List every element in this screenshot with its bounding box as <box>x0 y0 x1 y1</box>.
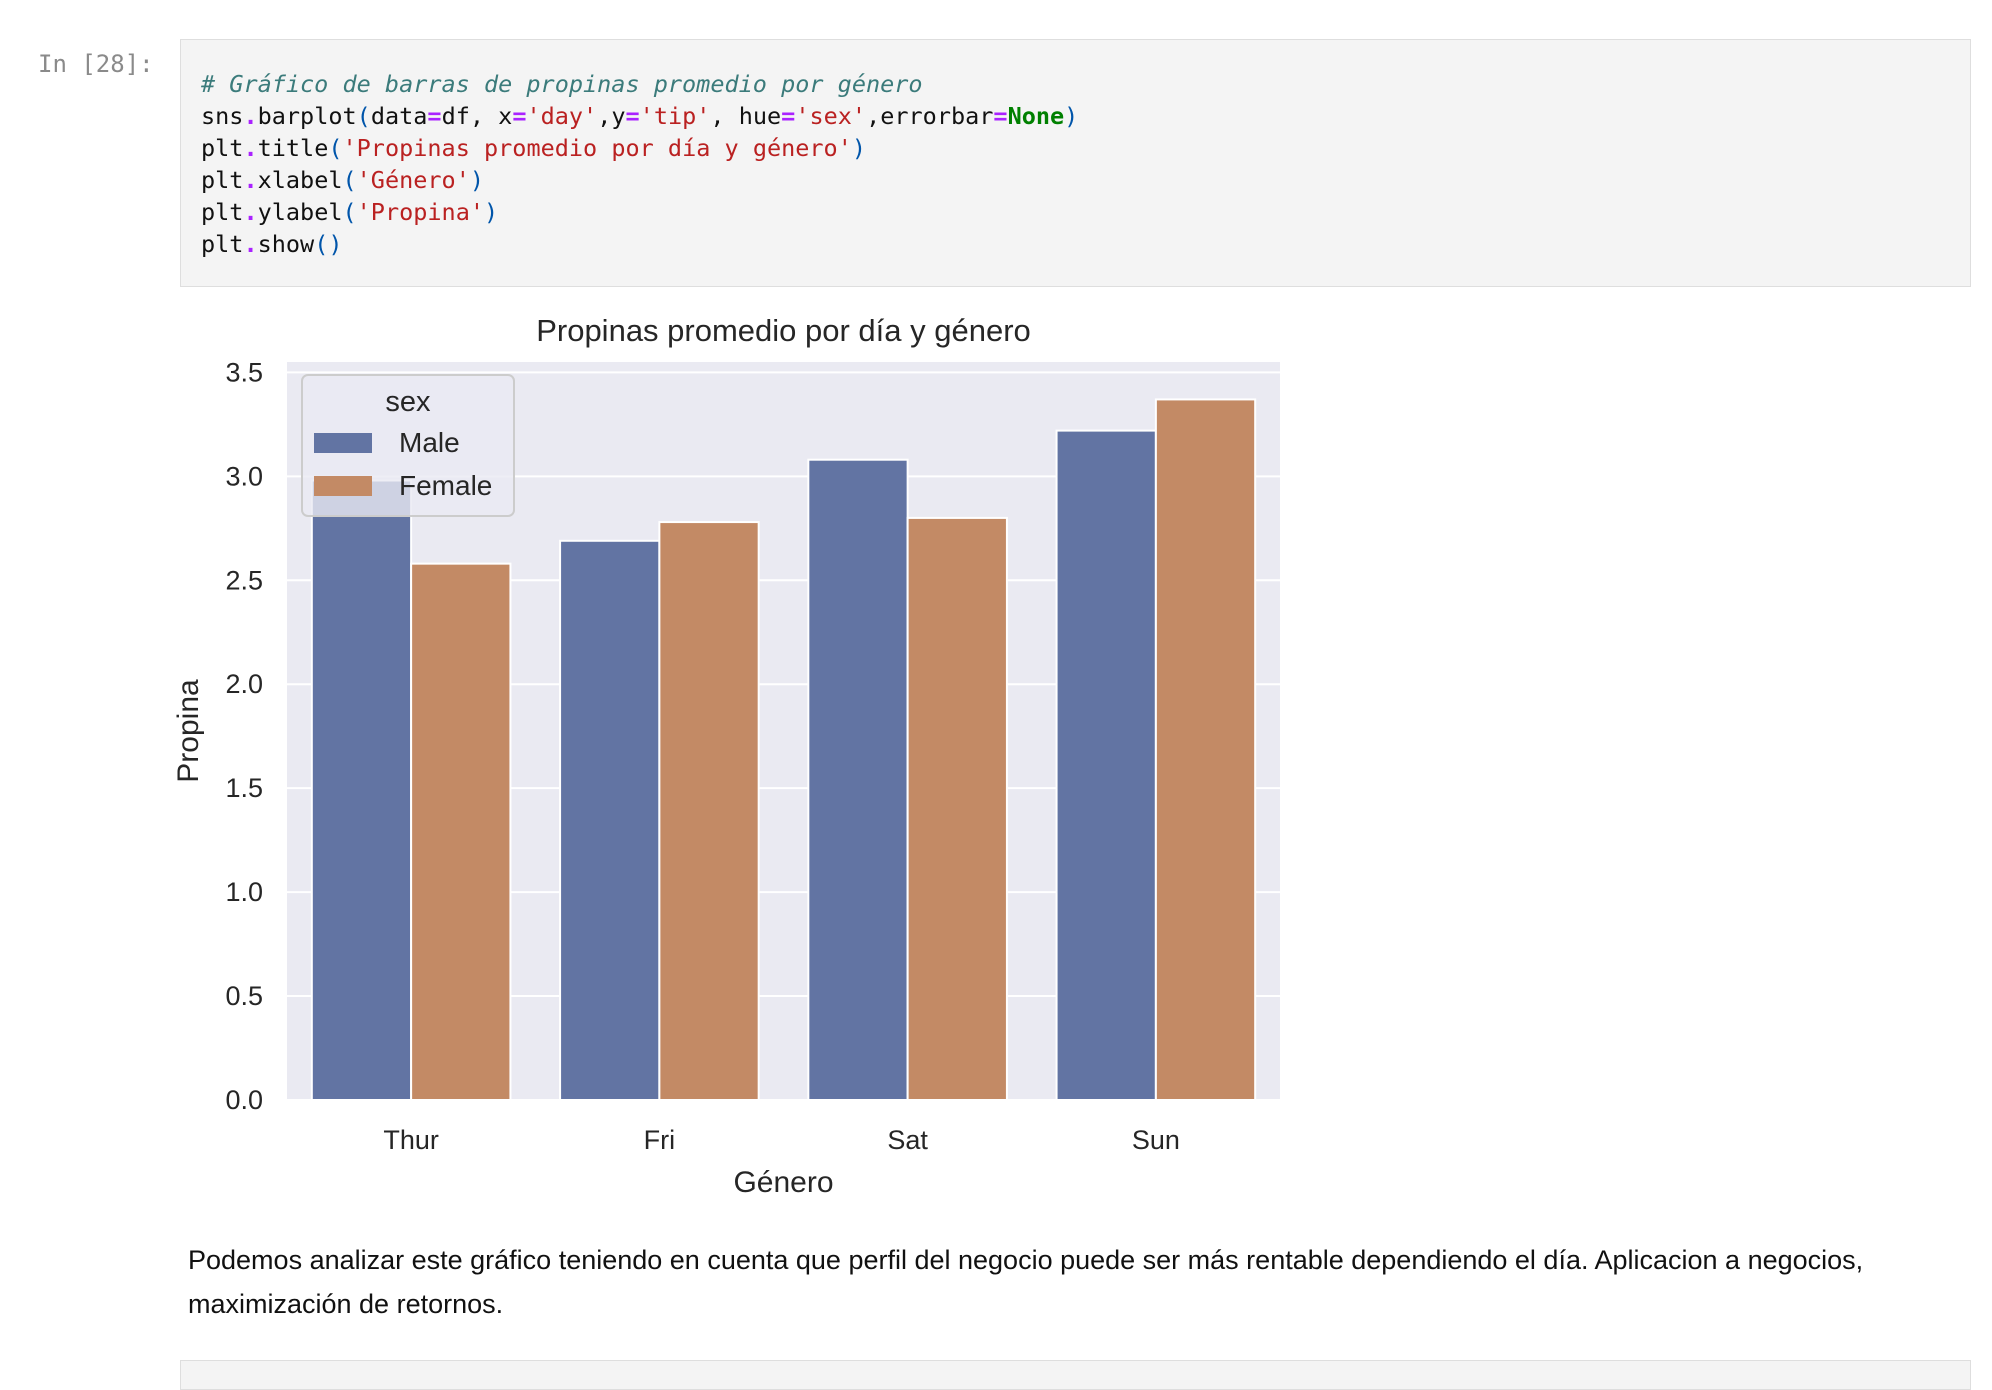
legend-label: Female <box>399 470 492 501</box>
bar <box>310 479 413 1101</box>
y-tick-label: 1.5 <box>225 773 263 803</box>
x-tick-label: Fri <box>644 1125 675 1155</box>
legend-title: sex <box>385 386 431 418</box>
code-line: plt.ylabel('Propina') <box>201 198 499 226</box>
code-line: sns.barplot(data=df, x='day',y='tip', hu… <box>201 102 1079 130</box>
x-tick-label: Sun <box>1132 1125 1180 1155</box>
bar <box>1154 398 1257 1101</box>
x-axis-label: Género <box>733 1166 833 1199</box>
code-line: plt.show() <box>201 230 343 258</box>
bar <box>906 516 1008 1102</box>
bar-chart: 0.0 0.5 1.0 1.5 2.0 2.5 3.0 3.5 Thur Fri Sat Sun Pro… <box>172 313 1280 1199</box>
legend-swatch <box>314 433 372 453</box>
code-editor[interactable]: # Gráfico de barras de propinas promedio… <box>201 68 1078 260</box>
y-tick-label: 0.0 <box>225 1085 263 1115</box>
chart-title: Propinas promedio por día y género <box>536 313 1031 348</box>
bar <box>658 521 760 1101</box>
y-tick-label: 2.0 <box>225 669 263 699</box>
y-tick-label: 0.5 <box>225 981 263 1011</box>
code-line: plt.title('Propinas promedio por día y g… <box>201 134 867 162</box>
y-tick-label: 1.0 <box>225 877 263 907</box>
next-code-cell[interactable] <box>180 1360 1971 1390</box>
x-tick-label: Sat <box>887 1125 928 1155</box>
y-tick-label: 3.0 <box>225 461 263 491</box>
cell-output: 0.0 0.5 1.0 1.5 2.0 2.5 3.0 3.5 Thur Fri Sat Sun Pro… <box>162 300 1312 1224</box>
y-tick-label: 3.5 <box>225 357 263 387</box>
bar <box>410 562 512 1101</box>
y-axis-label: Propina <box>172 679 205 783</box>
code-line: # Gráfico de barras de propinas promedio… <box>201 70 923 98</box>
legend-label: Male <box>399 427 460 458</box>
markdown-cell: Podemos analizar este gráfico teniendo e… <box>188 1245 1864 1319</box>
code-line: plt.xlabel('Género') <box>201 166 484 194</box>
legend-swatch <box>314 476 372 496</box>
cell-prompt: In [28]: <box>38 50 154 78</box>
y-tick-label: 2.5 <box>225 565 263 595</box>
bar <box>807 458 909 1102</box>
code-cell[interactable]: # Gráfico de barras de propinas promedio… <box>180 39 1971 287</box>
x-tick-label: Thur <box>383 1125 439 1155</box>
bar <box>1055 429 1157 1101</box>
bar <box>559 539 661 1102</box>
